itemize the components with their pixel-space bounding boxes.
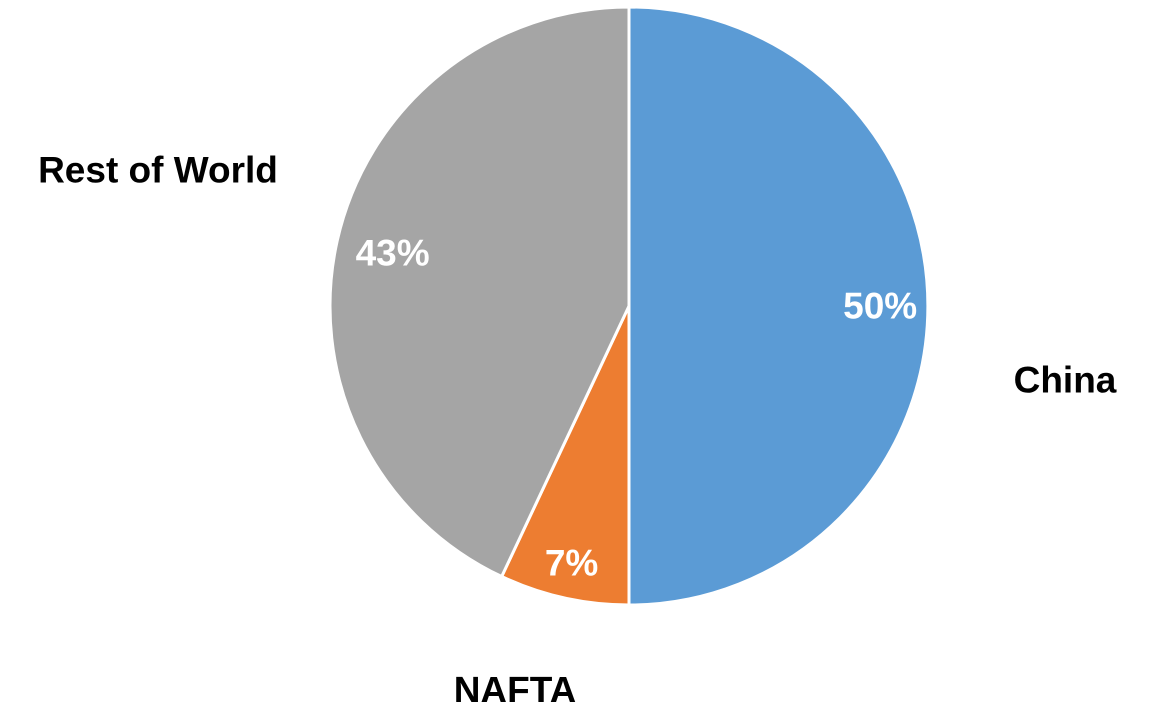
value-label-rest-of-world: 43% — [356, 233, 430, 274]
value-label-nafta: 7% — [545, 542, 598, 583]
pie-slice-nafta — [500, 304, 631, 607]
pie-slice-china — [627, 5, 930, 607]
category-label-rest-of-world: Rest of World — [38, 150, 278, 191]
pie-slice-rest-of-world — [328, 5, 631, 579]
pie-category-labels: China NAFTA Rest of World — [38, 150, 1117, 702]
pie-value-labels: 50% 7% 43% — [356, 233, 918, 584]
value-label-china: 50% — [843, 286, 917, 327]
category-label-nafta: NAFTA — [454, 670, 577, 702]
category-label-china: China — [1014, 360, 1117, 401]
pie-slices — [328, 5, 930, 607]
